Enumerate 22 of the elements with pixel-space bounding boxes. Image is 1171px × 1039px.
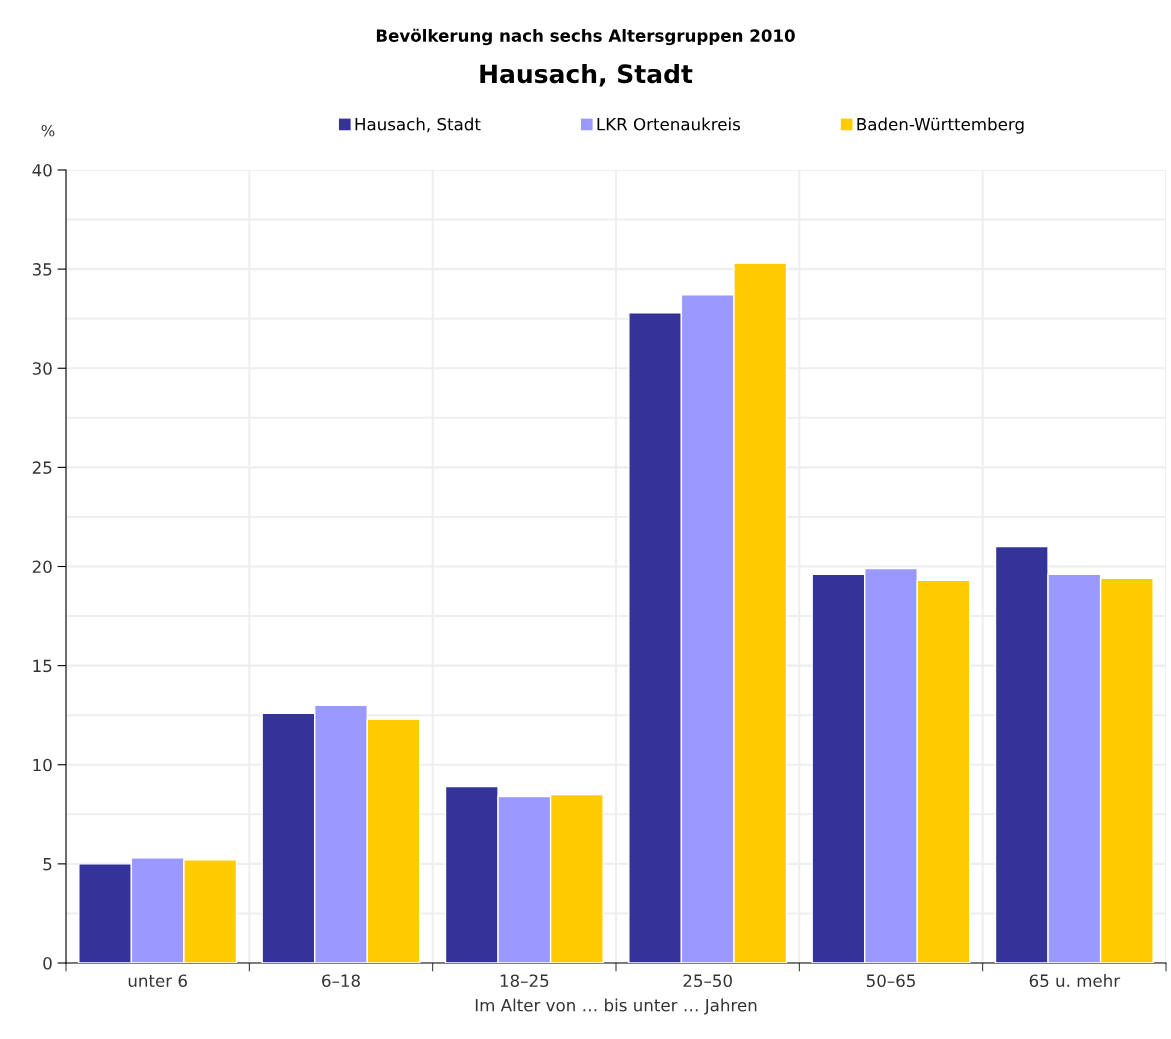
y-tick-label: 35 xyxy=(32,263,52,276)
x-tick-label: 25–50 xyxy=(683,974,732,988)
x-tick-label: 18–25 xyxy=(500,974,549,988)
chart-subtitle: Hausach, Stadt xyxy=(480,63,693,87)
y-tick-label: 25 xyxy=(32,461,52,474)
chart-title: Bevölkerung nach sechs Altersgruppen 2010 xyxy=(376,28,795,46)
legend-label: Baden-Württemberg xyxy=(857,117,1024,134)
y-tick-label: 20 xyxy=(32,560,52,574)
x-tick-label: unter 6 xyxy=(128,974,187,988)
x-tick-label: 6–18 xyxy=(322,974,360,988)
y-tick-label: 40 xyxy=(32,163,52,177)
x-tick-label: 50–65 xyxy=(866,974,915,988)
legend-label: LKR Ortenaukreis xyxy=(597,117,741,131)
y-tick-label: 10 xyxy=(33,758,52,772)
y-tick-label: 5 xyxy=(43,858,52,871)
legend-label: Hausach, Stadt xyxy=(355,117,481,133)
x-tick-label: 65 u. mehr xyxy=(1029,974,1121,988)
y-tick-label: 30 xyxy=(32,362,52,375)
y-axis-title: % xyxy=(41,124,55,137)
y-tick-label: 0 xyxy=(43,956,52,970)
x-axis-title: Im Alter von … bis unter … Jahren xyxy=(475,998,757,1015)
y-tick-label: 15 xyxy=(33,659,52,673)
